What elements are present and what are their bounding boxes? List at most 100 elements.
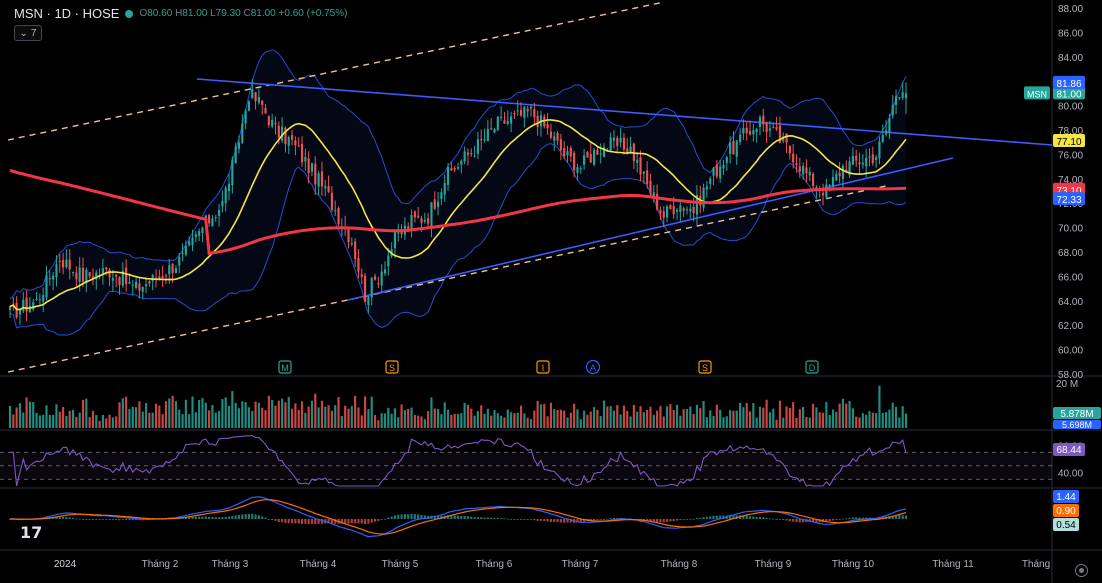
candle-body	[174, 268, 178, 273]
macd-histogram-bar	[490, 517, 493, 519]
macd-histogram-bar	[483, 517, 486, 519]
symbol-title[interactable]: MSN · 1D · HOSE	[14, 6, 120, 21]
macd-histogram-bar	[380, 519, 383, 520]
candle-body	[768, 128, 772, 131]
macd-histogram-bar	[473, 517, 476, 519]
candle-body	[725, 157, 728, 163]
candle-body	[831, 177, 835, 187]
time-axis-label: Tháng	[1022, 559, 1050, 570]
macd-histogram-bar	[304, 519, 307, 524]
candle-body	[125, 267, 128, 285]
candle-body	[78, 267, 81, 283]
volume-bar	[855, 416, 858, 428]
candle-body	[868, 156, 871, 158]
macd-histogram-bar	[894, 515, 898, 519]
candle-body	[407, 226, 410, 229]
macd-histogram-bar	[407, 514, 410, 519]
candle-body	[646, 170, 649, 185]
macd-histogram-bar	[111, 519, 114, 520]
event-marker-icon	[536, 360, 550, 374]
volume-bar	[490, 415, 493, 428]
price-label-box	[1053, 133, 1085, 147]
candle-body	[871, 154, 874, 163]
event-marker-icon	[698, 360, 712, 374]
macd-histogram-bar	[659, 519, 662, 523]
macd-histogram-bar	[217, 517, 221, 519]
candle-body	[556, 132, 559, 141]
candle-body	[586, 152, 589, 158]
macd-histogram-bar	[699, 517, 702, 519]
volume-bar	[237, 408, 241, 428]
volume-bar	[420, 416, 423, 428]
volume-bar	[858, 417, 861, 428]
macd-histogram-bar	[576, 519, 579, 523]
macd-histogram-bar	[596, 519, 599, 520]
macd-histogram-bar	[612, 517, 616, 519]
volume-bar	[569, 412, 572, 428]
volume-bar	[500, 415, 503, 428]
symbol-header: MSN · 1D · HOSE O80.60 H81.00 L79.30 C81…	[14, 6, 347, 21]
volume-bar	[224, 397, 227, 428]
macd-histogram-bar	[898, 515, 901, 519]
time-axis-label: 2024	[54, 559, 77, 570]
macd-histogram-bar	[715, 515, 718, 519]
candle-body	[456, 167, 460, 169]
chevron-down-icon: ⌄	[19, 27, 28, 39]
price-tick-label: 76.00	[1058, 150, 1083, 161]
volume-bar	[22, 412, 25, 428]
candle-body	[52, 275, 55, 280]
volume-bar	[679, 415, 682, 428]
settings-gear-icon[interactable]	[1075, 564, 1088, 577]
volume-bar	[735, 410, 738, 428]
macd-label-box	[1053, 490, 1079, 503]
candle-body	[513, 113, 516, 115]
candle-body	[191, 237, 194, 246]
volume-bar	[473, 415, 476, 428]
volume-bar	[354, 395, 357, 428]
candle-body	[579, 168, 582, 170]
macd-histogram-bar	[327, 519, 330, 524]
candle-body	[669, 204, 672, 209]
volume-bar	[556, 409, 559, 428]
candle-body	[569, 147, 572, 157]
candle-body	[500, 116, 503, 119]
macd-histogram-bar	[208, 516, 211, 519]
macd-histogram-bar	[105, 519, 108, 520]
macd-histogram-bar	[802, 519, 805, 523]
macd-histogram-bar	[742, 515, 745, 519]
candle-body	[689, 208, 692, 212]
volume-bar	[174, 401, 178, 428]
volume-bar	[194, 412, 197, 428]
candle-body	[828, 184, 831, 186]
macd-histogram-bar	[284, 519, 287, 523]
candle-body	[284, 127, 287, 145]
candle-body	[516, 110, 519, 112]
candle-body	[297, 145, 300, 147]
open-value: 80.60	[147, 8, 173, 19]
indicator-toggle-button[interactable]: ⌄ 7	[14, 25, 42, 41]
macd-histogram-bar	[307, 519, 310, 525]
volume-bar	[891, 402, 894, 428]
macd-histogram-bar	[539, 519, 543, 521]
event-marker-letter: D	[809, 363, 816, 373]
candle-body	[58, 261, 61, 263]
candle-body	[795, 163, 798, 166]
candle-body	[420, 218, 423, 223]
price-tick-label: 64.00	[1058, 297, 1083, 308]
macd-histogram-bar	[543, 519, 546, 522]
macd-histogram-bar	[453, 515, 456, 519]
macd-histogram-bar	[387, 517, 390, 519]
price-tick-label: 70.00	[1058, 224, 1083, 235]
volume-bar	[271, 399, 274, 428]
macd-histogram-bar	[652, 519, 655, 522]
volume-bar	[158, 405, 161, 428]
macd-histogram-bar	[500, 517, 503, 519]
candle-body	[287, 137, 290, 146]
volume-bar	[536, 400, 539, 428]
volume-bar	[397, 417, 400, 428]
volume-bar	[440, 414, 443, 428]
macd-histogram-bar	[549, 519, 552, 522]
candle-body	[782, 136, 785, 141]
macd-histogram-bar	[682, 519, 685, 520]
